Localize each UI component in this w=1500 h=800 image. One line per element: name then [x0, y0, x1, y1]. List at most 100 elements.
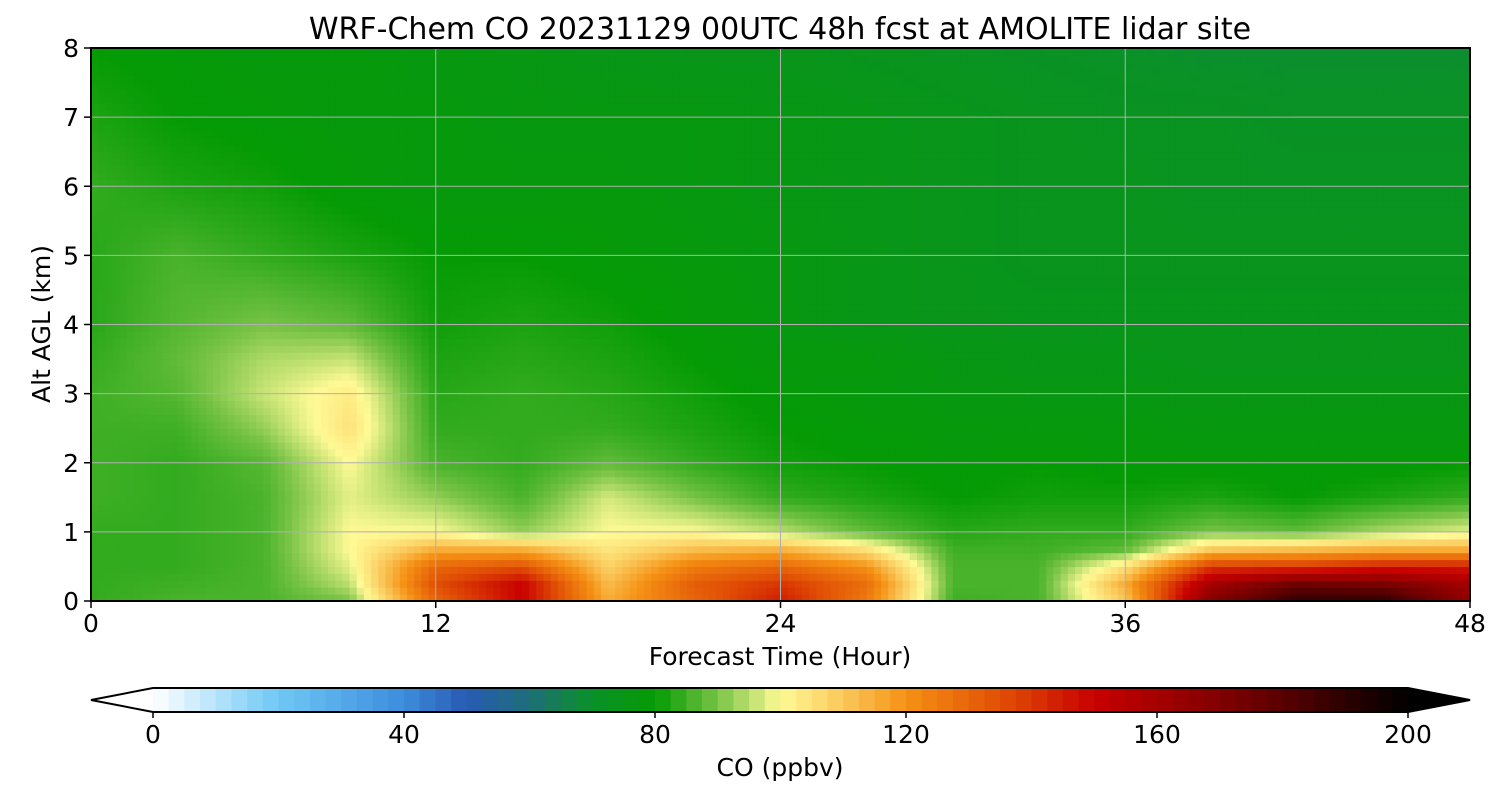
heatmap-cell	[435, 421, 444, 429]
heatmap-cell	[363, 545, 372, 554]
heatmap-cell	[708, 587, 717, 595]
heatmap-cell	[1455, 545, 1464, 554]
heatmap-cell	[1132, 490, 1141, 498]
heatmap-cell	[960, 490, 968, 498]
heatmap-cell	[1333, 545, 1342, 554]
heatmap-cell	[945, 559, 954, 568]
heatmap-cell	[658, 573, 667, 581]
heatmap-cell	[1362, 442, 1371, 450]
heatmap-cell	[363, 524, 372, 533]
heatmap-cell	[730, 455, 738, 464]
heatmap-cell	[1276, 573, 1284, 581]
heatmap-cell	[1362, 469, 1371, 478]
heatmap-cell	[744, 428, 753, 436]
heatmap-cell	[213, 421, 221, 429]
heatmap-cell	[593, 559, 602, 568]
heatmap-cell	[1017, 531, 1026, 540]
heatmap-cell	[342, 483, 351, 491]
heatmap-cell	[550, 580, 559, 588]
heatmap-cell	[651, 552, 659, 561]
heatmap-cell	[371, 538, 379, 547]
heatmap-cell	[572, 511, 580, 519]
heatmap-cell	[284, 573, 293, 581]
heatmap-cell	[572, 566, 580, 574]
heatmap-cell	[155, 580, 164, 588]
heatmap-cell	[794, 511, 803, 519]
heatmap-cell	[270, 538, 279, 547]
heatmap-cell	[981, 580, 990, 588]
heatmap-cell	[119, 524, 128, 533]
heatmap-cell	[636, 538, 645, 547]
heatmap-cell	[529, 518, 537, 526]
heatmap-cell	[1146, 435, 1155, 443]
heatmap-cell	[1441, 469, 1450, 478]
heatmap-cell	[91, 469, 99, 478]
heatmap-cell	[378, 462, 387, 471]
heatmap-cell	[1283, 442, 1292, 450]
heatmap-cell	[1240, 476, 1248, 485]
heatmap-cell	[916, 566, 925, 574]
heatmap-cell	[1132, 573, 1141, 581]
heatmap-cell	[1347, 442, 1356, 450]
heatmap-cell	[162, 462, 171, 471]
heatmap-cell	[866, 442, 875, 450]
heatmap-cell	[586, 442, 595, 450]
heatmap-cell	[881, 455, 889, 464]
heatmap-cell	[1168, 518, 1177, 526]
heatmap-cell	[665, 566, 674, 574]
heatmap-cell	[931, 442, 940, 450]
heatmap-cell	[1211, 421, 1220, 429]
heatmap-cell	[1297, 594, 1306, 601]
heatmap-cell	[866, 448, 875, 457]
heatmap-cell	[1369, 435, 1378, 443]
heatmap-cell	[464, 455, 473, 464]
heatmap-cell	[320, 435, 329, 443]
heatmap-cell	[837, 442, 846, 450]
heatmap-cell	[98, 573, 106, 581]
heatmap-cell	[1247, 580, 1256, 588]
heatmap-cell	[715, 483, 724, 491]
heatmap-cell	[658, 531, 667, 540]
heatmap-cell	[636, 559, 645, 568]
heatmap-cell	[816, 504, 825, 512]
heatmap-cell	[457, 421, 466, 429]
heatmap-cell	[263, 442, 272, 450]
heatmap-cell	[1304, 559, 1313, 568]
heatmap-cell	[227, 566, 236, 574]
heatmap-cell	[672, 573, 681, 581]
heatmap-cell	[256, 552, 264, 561]
heatmap-cell	[988, 552, 997, 561]
heatmap-cell	[766, 559, 774, 568]
heatmap-cell	[1405, 552, 1414, 561]
heatmap-cell	[220, 442, 229, 450]
heatmap-cell	[442, 435, 451, 443]
heatmap-cell	[134, 504, 142, 512]
heatmap-cell	[1096, 566, 1105, 574]
heatmap-cell	[198, 538, 207, 547]
heatmap-cell	[1347, 559, 1356, 568]
heatmap-cell	[313, 545, 322, 554]
heatmap-cell	[191, 476, 200, 485]
heatmap-cell	[723, 442, 731, 450]
heatmap-cell	[1455, 462, 1464, 471]
heatmap-cell	[723, 462, 731, 471]
heatmap-cell	[1383, 538, 1392, 547]
heatmap-cell	[658, 587, 667, 595]
heatmap-cell	[572, 462, 580, 471]
heatmap-cell	[457, 504, 466, 512]
heatmap-cell	[126, 587, 135, 595]
heatmap-cell	[126, 594, 135, 601]
heatmap-cell	[1010, 552, 1019, 561]
heatmap-cell	[435, 462, 444, 471]
heatmap-cell	[1039, 455, 1047, 464]
heatmap-cell	[428, 511, 437, 519]
heatmap-cell	[1039, 566, 1047, 574]
heatmap-cell	[536, 511, 545, 519]
heatmap-cell	[1405, 497, 1414, 505]
heatmap-cell	[586, 421, 595, 429]
heatmap-cell	[91, 462, 99, 471]
heatmap-cell	[1362, 421, 1371, 429]
heatmap-cell	[1412, 483, 1421, 491]
heatmap-cell	[213, 504, 221, 512]
heatmap-cell	[392, 545, 401, 554]
